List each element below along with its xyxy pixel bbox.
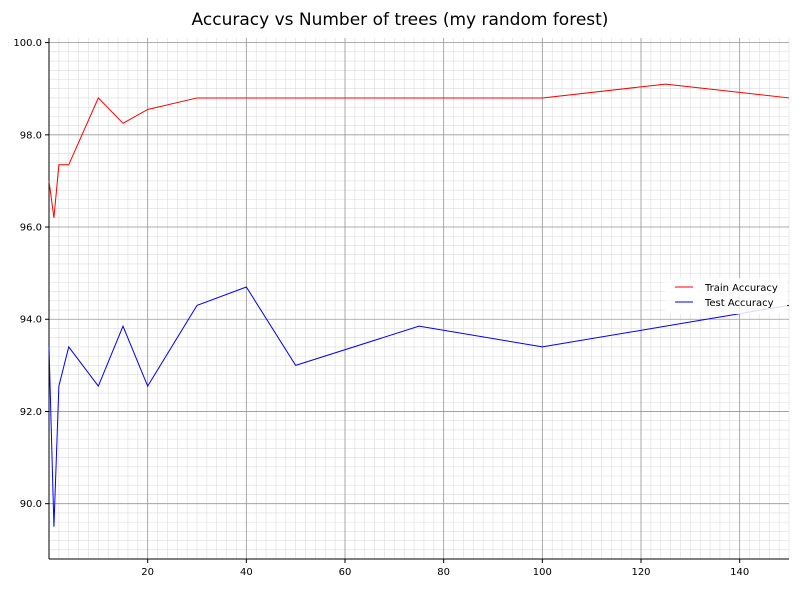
legend-box <box>665 278 787 314</box>
y-tick-label: 92.0 <box>20 407 42 418</box>
y-tick-label: 94.0 <box>20 315 42 326</box>
series-line-train-accuracy <box>48 83 790 218</box>
chart-title: Accuracy vs Number of trees (my random f… <box>191 10 609 30</box>
x-tick-label: 100 <box>533 567 552 578</box>
legend-label-test-accuracy: Test Accuracy <box>704 298 774 309</box>
x-tick-label: 140 <box>730 567 749 578</box>
x-tick-label: 120 <box>631 567 650 578</box>
x-tick-label: 20 <box>141 567 154 578</box>
y-tick-label: 90.0 <box>20 499 42 510</box>
legend-label-train-accuracy: Train Accuracy <box>704 283 778 294</box>
y-tick-label: 100.0 <box>13 38 42 49</box>
x-tick-label: 80 <box>437 567 450 578</box>
y-tick-label: 96.0 <box>20 223 42 234</box>
series-line-test-accuracy <box>48 286 790 527</box>
x-tick-label: 60 <box>339 567 352 578</box>
y-tick-label: 98.0 <box>20 130 42 141</box>
x-tick-label: 40 <box>240 567 253 578</box>
